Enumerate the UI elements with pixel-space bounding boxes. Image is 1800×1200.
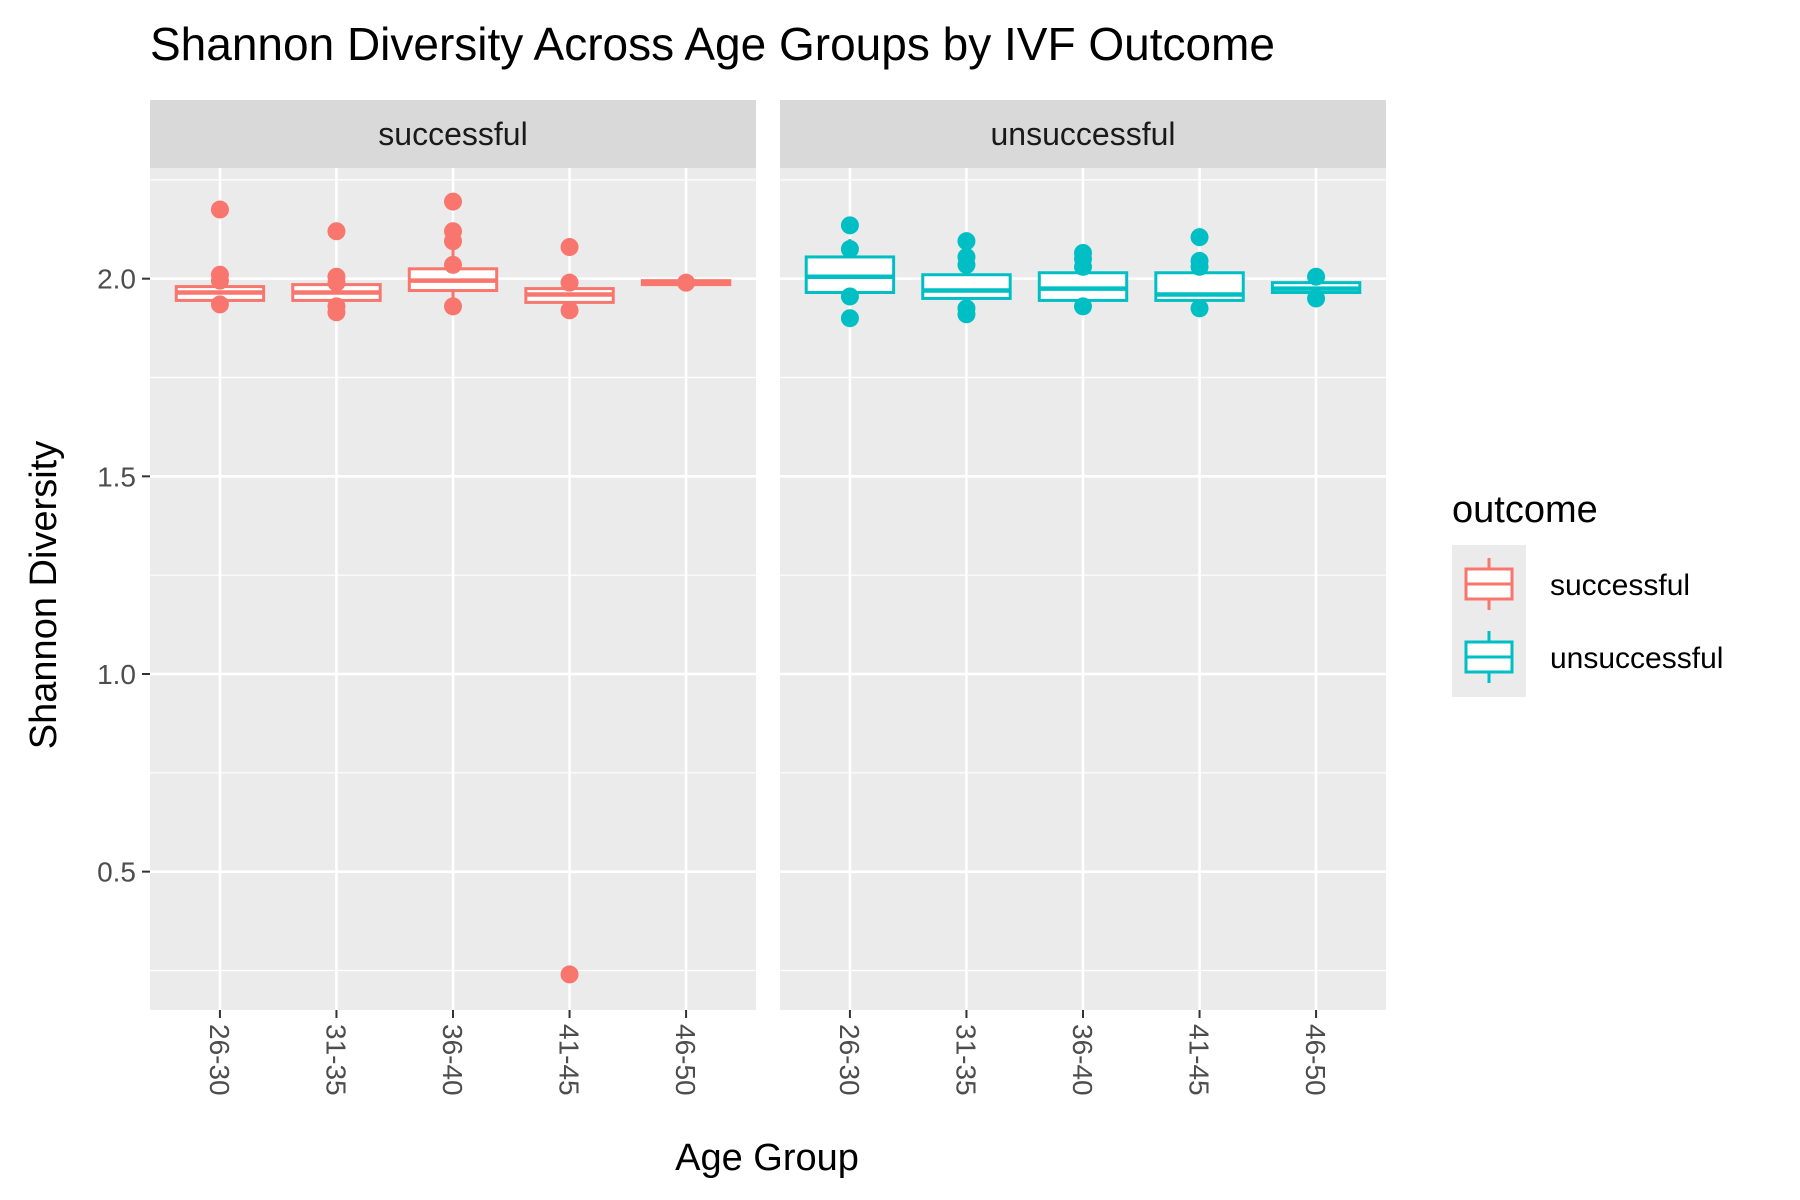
outlier-point xyxy=(1074,257,1092,276)
outlier-point xyxy=(957,305,976,324)
box-unsuccessful-46-50 xyxy=(1270,267,1362,308)
legend-entry-successful: successful xyxy=(1464,558,1690,610)
outlier-point xyxy=(444,297,462,316)
box-successful-31-35 xyxy=(291,222,382,322)
outlier-point xyxy=(840,309,859,328)
x-tick-label: 26-30 xyxy=(204,1024,235,1096)
outlier-point xyxy=(327,222,346,241)
y-tick-label: 1.5 xyxy=(97,461,136,492)
x-tick-label: 46-50 xyxy=(670,1024,701,1096)
y-tick-label: 0.5 xyxy=(97,857,136,888)
chart-title: Shannon Diversity Across Age Groups by I… xyxy=(150,18,1275,70)
x-tick-label: 41-45 xyxy=(554,1024,585,1096)
facet-panel-successful: successful 26-30 31-35 36-40 41-45 46-50 xyxy=(150,100,756,1096)
legend-title: outcome xyxy=(1452,489,1598,531)
outlier-point xyxy=(1307,267,1326,286)
box-iqr xyxy=(921,273,1012,300)
outlier-point xyxy=(560,273,579,292)
facet-panel-unsuccessful: unsuccessful 26-30 31-35 36-40 41-45 46-50 xyxy=(780,100,1386,1096)
outlier-point xyxy=(444,232,462,251)
outlier-point xyxy=(1190,299,1209,318)
legend-entry-unsuccessful: unsuccessful xyxy=(1464,631,1723,683)
facet-strip-label: successful xyxy=(378,116,527,152)
outlier-point xyxy=(560,238,579,257)
outlier-point xyxy=(560,301,579,320)
outlier-point xyxy=(840,287,859,306)
x-tick-label: 36-40 xyxy=(437,1024,468,1096)
legend-label: unsuccessful xyxy=(1550,642,1723,675)
y-tick-label: 2.0 xyxy=(97,264,136,295)
facet-strip xyxy=(780,100,1386,168)
legend-label: successful xyxy=(1550,569,1690,602)
outlier-point xyxy=(957,232,976,251)
x-tick-label: 41-45 xyxy=(1184,1024,1215,1096)
outlier-point xyxy=(840,216,859,235)
box-successful-41-45 xyxy=(524,238,615,984)
box-unsuccessful-41-45 xyxy=(1154,228,1245,318)
outlier-point xyxy=(210,200,229,219)
facet-strip xyxy=(150,100,756,168)
outlier-point xyxy=(1074,297,1092,316)
x-tick-label: 36-40 xyxy=(1067,1024,1098,1096)
box-unsuccessful-26-30 xyxy=(804,216,896,328)
x-axis-title: Age Group xyxy=(675,1137,859,1179)
outlier-point xyxy=(210,271,229,290)
box-successful-36-40 xyxy=(407,192,499,316)
outlier-point xyxy=(957,255,976,274)
box-unsuccessful-36-40 xyxy=(1037,243,1129,316)
y-axis-title: Shannon Diversity xyxy=(23,441,65,749)
x-tick-label: 26-30 xyxy=(834,1024,865,1096)
legend: outcome successful unsuccessful xyxy=(1452,489,1723,697)
y-tick-label: 1.0 xyxy=(97,659,136,690)
outlier-point xyxy=(677,273,696,292)
outlier-point xyxy=(444,255,462,274)
outlier-point xyxy=(1190,257,1209,276)
outlier-point xyxy=(560,965,579,984)
outlier-point xyxy=(210,295,229,314)
x-tick-label: 31-35 xyxy=(950,1024,981,1096)
box-successful-26-30 xyxy=(174,200,266,314)
outlier-point xyxy=(327,273,346,292)
outlier-point xyxy=(327,303,346,322)
box-unsuccessful-31-35 xyxy=(921,232,1012,324)
facet-strip-label: unsuccessful xyxy=(991,116,1176,152)
outlier-point xyxy=(1307,289,1326,308)
outlier-point xyxy=(840,240,859,259)
outlier-point xyxy=(1190,228,1209,247)
x-tick-label: 31-35 xyxy=(320,1024,351,1096)
x-tick-label: 46-50 xyxy=(1300,1024,1331,1096)
box-successful-46-50 xyxy=(640,273,732,292)
outlier-point xyxy=(444,192,462,211)
y-axis: 0.5 1.0 1.5 2.0 xyxy=(97,264,150,888)
